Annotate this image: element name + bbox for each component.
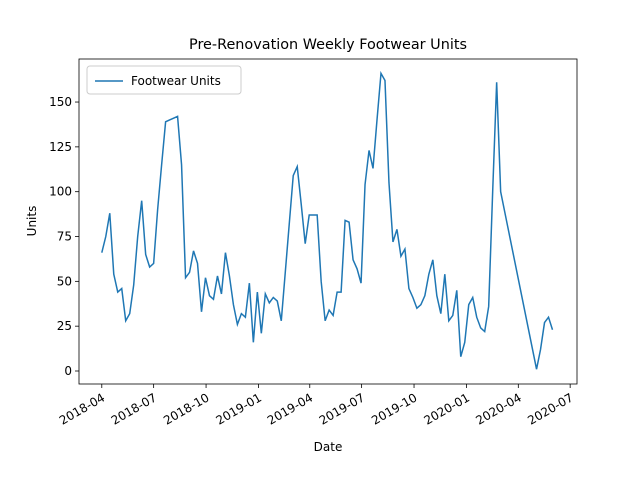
y-tick-label: 125 [49, 140, 72, 154]
legend-box [86, 65, 242, 95]
y-tick-label: 25 [57, 319, 72, 333]
y-tick-label: 75 [57, 230, 72, 244]
y-tick-label: 0 [64, 364, 72, 378]
y-tick-label: 50 [57, 274, 72, 288]
line-series [101, 70, 554, 370]
y-tick-label: 100 [49, 185, 72, 199]
axes-frame [78, 58, 578, 385]
x-axis-label: Date [314, 440, 343, 454]
legend-label: Footwear Units [131, 74, 221, 88]
y-axis-label: Units [25, 206, 39, 237]
y-tick-label: 150 [49, 95, 72, 109]
chart-title: Pre-Renovation Weekly Footwear Units [189, 37, 467, 53]
